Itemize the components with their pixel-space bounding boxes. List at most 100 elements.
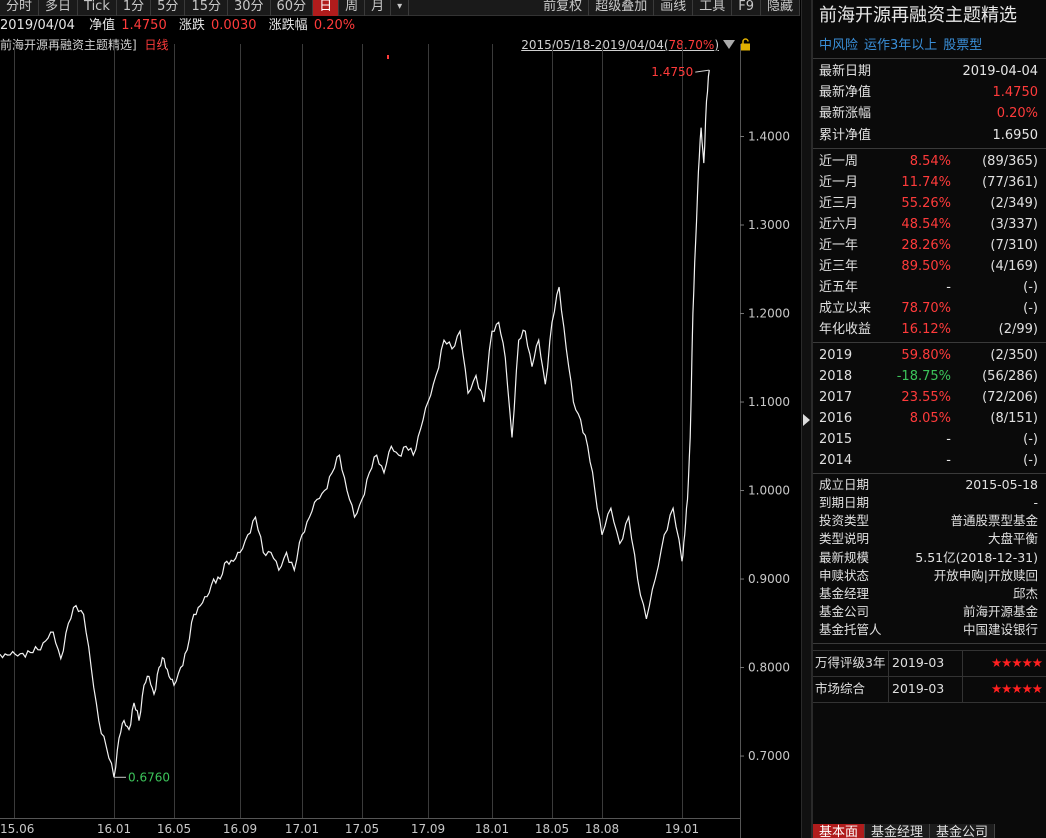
max-marker-line [695, 69, 710, 73]
periods-rank: (89/365) [982, 153, 1038, 169]
toolbar-period-button[interactable]: 多日 [39, 0, 79, 16]
years-row[interactable]: 2017 23.55% (72/206) [813, 387, 1046, 408]
summary-value: 1.6950 [992, 127, 1039, 143]
panel-tab[interactable]: 基金经理 [865, 824, 931, 838]
periods-return: 48.54% [901, 216, 951, 232]
nav-series-line [0, 70, 710, 778]
periods-row[interactable]: 年化收益 16.12% (2/99) [813, 319, 1046, 340]
panel-tab[interactable]: 基金公司 [930, 824, 996, 838]
toolbar-period-button[interactable]: 1分 [117, 0, 152, 16]
info-key: 最新规模 [819, 549, 870, 565]
rating-row: 万得评级3年 2019-03 ★★★★★ [813, 651, 1046, 678]
change-label: 涨跌 [178, 18, 205, 33]
date-range-link[interactable]: 2015/05/18-2019/04/04(78.70%) [521, 38, 719, 52]
summary-key: 最新涨幅 [819, 106, 872, 122]
info-value: 开放申购|开放赎回 [933, 567, 1038, 583]
years-row[interactable]: 2014 - (-) [813, 450, 1046, 471]
caret-down-icon[interactable]: ▾ [391, 0, 410, 16]
toolbar-tool-button[interactable]: 工具 [693, 0, 733, 16]
toolbar-period-button[interactable]: 分时 [0, 0, 40, 16]
info-key: 到期日期 [819, 494, 870, 510]
nav-line-chart[interactable]: 1.4000 1.3000 1.2000 1.1000 1.0000 0.9000 0.80… [0, 36, 800, 838]
periods-row[interactable]: 近三年 89.50% (4/169) [813, 256, 1046, 277]
nav-label: 净值 [89, 18, 116, 33]
fund-tags: 中风险 运作3年以上 股票型 [813, 34, 1046, 58]
y-tick-label: 1.4000 [748, 130, 790, 144]
periods-rank: (77/361) [982, 174, 1038, 190]
toolbar-tool-button[interactable]: 隐藏 [761, 0, 800, 16]
periods-row[interactable]: 近六月 48.54% (3/337) [813, 214, 1046, 235]
y-tick-label: 1.0000 [748, 484, 790, 498]
info-key: 基金经理 [819, 585, 870, 601]
y-tick-label: 1.3000 [748, 218, 790, 232]
info-value: 前海开源基金 [962, 604, 1038, 620]
info-value: - [1033, 494, 1038, 510]
info-row: 到期日期 - [813, 494, 1046, 512]
info-key: 成立日期 [819, 476, 870, 492]
toolbar-period-button[interactable]: 60分 [271, 0, 314, 16]
periods-row[interactable]: 近五年 - (-) [813, 277, 1046, 298]
triangle-down-icon[interactable] [723, 40, 735, 49]
info-key: 类型说明 [819, 531, 870, 547]
years-label: 2015 [819, 431, 853, 447]
rating-row: 市场综合 2019-03 ★★★★★ [813, 677, 1046, 704]
summary-value: 2019-04-04 [962, 64, 1038, 79]
chart-header: 前海开源再融资主题精选] 日线 2015/05/18-2019/04/04(78… [0, 37, 750, 53]
years-row[interactable]: 2019 59.80% (2/350) [813, 345, 1046, 366]
years-label: 2018 [819, 368, 853, 384]
fund-tag[interactable]: 运作3年以上 [864, 38, 938, 53]
x-tick-label: 16.01 [97, 822, 131, 836]
date-range-pct: 78.70% [668, 38, 715, 52]
years-row[interactable]: 2018 -18.75% (56/286) [813, 366, 1046, 387]
periods-row[interactable]: 近一年 28.26% (7/310) [813, 235, 1046, 256]
info-value: 邱杰 [1012, 585, 1038, 601]
collapse-panel-icon[interactable] [803, 414, 810, 426]
info-row: 申赎状态 开放申购|开放赎回 [813, 567, 1046, 585]
toolbar-period-button[interactable]: 日 [313, 0, 340, 16]
toolbar-tool-button[interactable]: 画线 [654, 0, 694, 16]
x-tick-label: 18.08 [585, 822, 619, 836]
periods-row[interactable]: 近三月 55.26% (2/349) [813, 193, 1046, 214]
fund-tag[interactable]: 股票型 [943, 38, 983, 53]
y-tick-label: 1.1000 [748, 395, 790, 409]
max-value-label: 1.4750 [651, 65, 693, 79]
period-label: 日线 [144, 38, 169, 52]
toolbar-period-button[interactable]: Tick [78, 0, 117, 16]
y-tick-label: 0.8000 [748, 661, 790, 675]
years-row[interactable]: 2015 - (-) [813, 429, 1046, 450]
toolbar-tool-button[interactable]: 超级叠加 [589, 0, 655, 16]
info-row: 基金经理 邱杰 [813, 585, 1046, 603]
y-tick-label: 0.7000 [748, 749, 790, 763]
quote-info-bar: 2019/04/04 净值 1.4750 涨跌 0.0030 涨跌幅 0.20% [0, 17, 800, 35]
years-return: -18.75% [896, 368, 951, 384]
periods-row[interactable]: 近一月 11.74% (77/361) [813, 172, 1046, 193]
x-tick-label: 17.05 [345, 822, 379, 836]
x-tick-label: 16.09 [223, 822, 257, 836]
periods-row[interactable]: 成立以来 78.70% (-) [813, 298, 1046, 319]
years-label: 2014 [819, 452, 853, 468]
y-tick-label: 0.9000 [748, 572, 790, 586]
toolbar-period-button[interactable]: 15分 [185, 0, 228, 16]
lock-icon[interactable] [740, 38, 751, 51]
periods-label: 成立以来 [819, 300, 872, 316]
periods-rank: (3/337) [990, 216, 1038, 232]
fund-tag[interactable]: 中风险 [819, 38, 859, 53]
toolbar-period-button[interactable]: 5分 [151, 0, 186, 16]
info-row: 基金托管人 中国建设银行 [813, 621, 1046, 639]
toolbar-tool-button[interactable]: F9 [732, 0, 761, 16]
toolbar-tool-button[interactable]: 前复权 [537, 0, 590, 16]
x-tick-label: 17.09 [411, 822, 445, 836]
years-row[interactable]: 2016 8.05% (8/151) [813, 408, 1046, 429]
periods-row[interactable]: 近一周 8.54% (89/365) [813, 151, 1046, 172]
toolbar-period-button[interactable]: 月 [365, 0, 392, 16]
years-return: - [946, 452, 951, 468]
panel-tab[interactable]: 基本面 [813, 824, 866, 838]
nav-value: 1.4750 [121, 18, 167, 33]
toolbar-period-button[interactable]: 周 [339, 0, 366, 16]
event-marker [387, 55, 389, 59]
years-return: 23.55% [901, 389, 951, 405]
toolbar-period-button[interactable]: 30分 [228, 0, 271, 16]
x-tick-label: 17.01 [285, 822, 319, 836]
x-tick-label: 15.06 [0, 822, 34, 836]
info-value: 2015-05-18 [965, 476, 1038, 492]
